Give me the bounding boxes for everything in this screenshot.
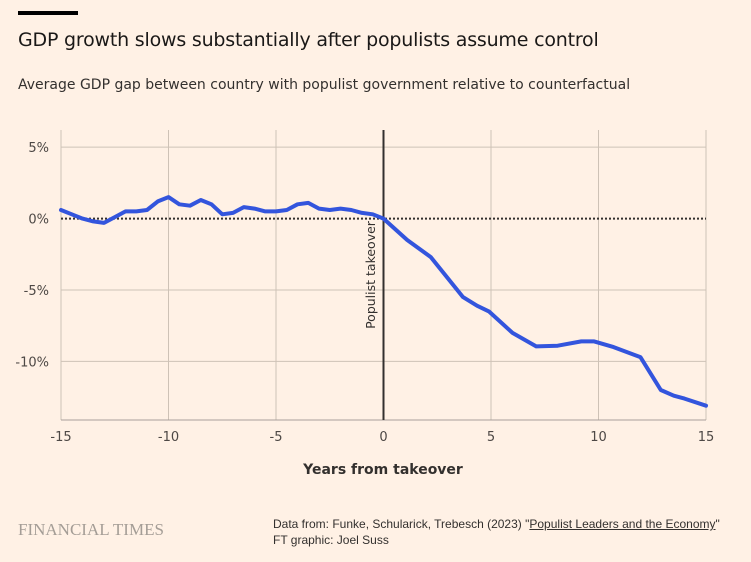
chart-subtitle: Average GDP gap between country with pop… — [18, 77, 631, 93]
x-tick-label: 15 — [698, 430, 715, 445]
x-tick-label: 0 — [379, 430, 387, 445]
takeover-annotation: Populist takeover — [363, 220, 378, 329]
source-suffix: " — [715, 517, 720, 531]
chart-title: GDP growth slows substantially after pop… — [18, 29, 599, 51]
x-tick-label: 10 — [590, 430, 607, 445]
x-axis-label: Years from takeover — [302, 462, 463, 478]
source-note: Data from: Funke, Schularick, Trebesch (… — [273, 516, 720, 548]
x-tick-label: -5 — [270, 430, 283, 445]
y-tick-label: 0% — [28, 213, 49, 228]
graphic-credit: FT graphic: Joel Suss — [273, 533, 389, 547]
y-tick-label: 5% — [28, 141, 49, 156]
x-tick-label: -10 — [158, 430, 179, 445]
header-rule — [18, 11, 78, 15]
x-tick-label: -15 — [50, 430, 71, 445]
ft-logo: FINANCIAL TIMES — [18, 520, 164, 539]
y-tick-label: -10% — [15, 355, 49, 370]
source-link[interactable]: Populist Leaders and the Economy — [529, 517, 716, 531]
source-prefix: Data from: Funke, Schularick, Trebesch (… — [273, 517, 530, 531]
x-tick-label: 5 — [487, 430, 495, 445]
y-tick-label: -5% — [24, 284, 49, 299]
